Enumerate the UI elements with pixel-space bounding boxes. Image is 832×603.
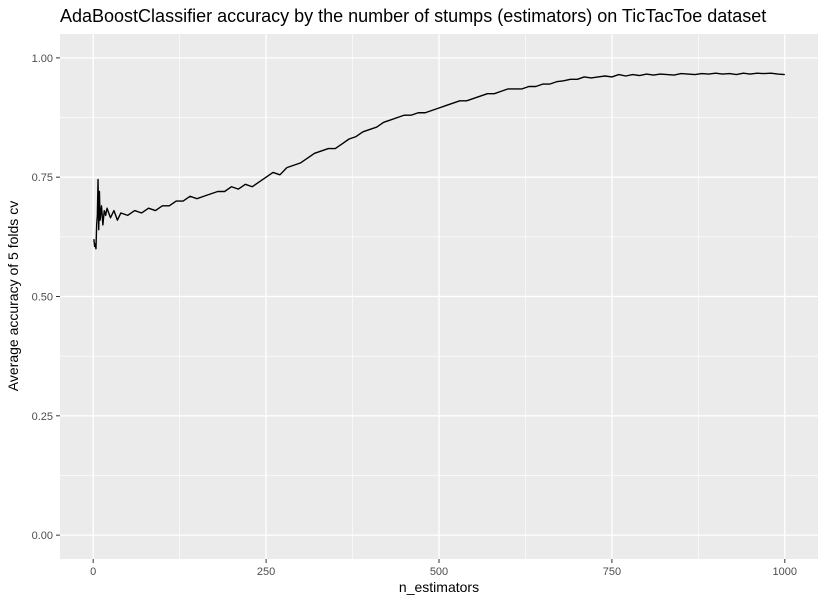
x-tick-label: 250 <box>257 566 275 578</box>
grid-major <box>60 34 818 559</box>
chart-title: AdaBoostClassifier accuracy by the numbe… <box>60 6 766 26</box>
y-tick-label: 0.25 <box>32 411 53 423</box>
y-axis-title: Average accuracy of 5 folds cv <box>5 201 21 391</box>
y-tick-label: 1.00 <box>32 53 53 65</box>
x-tick-label: 0 <box>90 566 96 578</box>
series-layer <box>93 72 785 250</box>
x-axis-ticks: 0 250 500 750 1000 <box>90 559 797 578</box>
x-tick-label: 750 <box>603 566 621 578</box>
x-tick-label: 1000 <box>773 566 797 578</box>
y-axis-ticks: 0.00 0.25 0.50 0.75 1.00 <box>32 53 60 542</box>
x-axis-title: n_estimators <box>399 579 479 595</box>
x-tick-label: 500 <box>430 566 448 578</box>
y-tick-label: 0.50 <box>32 292 53 304</box>
y-tick-label: 0.00 <box>32 530 53 542</box>
series-line <box>93 72 785 250</box>
y-tick-label: 0.75 <box>32 172 53 184</box>
